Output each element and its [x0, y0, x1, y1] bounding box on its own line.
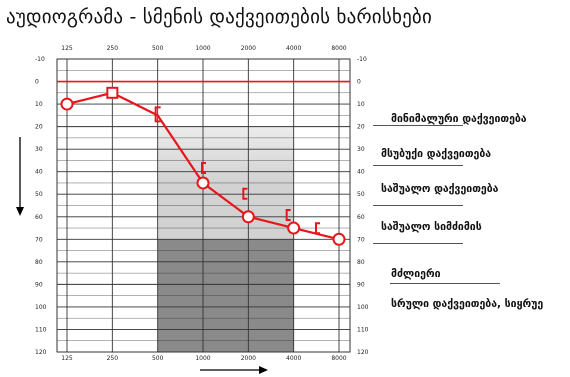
y-tick-label-right: 10	[357, 101, 365, 108]
y-tick-label-left: 80	[35, 259, 43, 266]
y-tick-label-right: 80	[357, 259, 365, 266]
data-point-bracket	[154, 106, 161, 123]
chart-title: აუდიოგრამა - სმენის დაქვეითების ხარისხებ…	[6, 6, 432, 28]
y-tick-label-right: 90	[357, 281, 365, 288]
data-point-bracket	[315, 222, 320, 235]
degree-label: სრული დაქვეითება, სიყრუე	[391, 298, 544, 310]
y-tick-label-right: -10	[357, 56, 367, 63]
data-point-square	[106, 86, 119, 99]
x-tick-label-bottom: 8000	[331, 355, 346, 362]
x-tick-label-top: 4000	[286, 45, 301, 52]
degree-label: მინიმალური დაქვეითება	[391, 113, 527, 125]
y-tick-label-right: 50	[357, 191, 365, 198]
y-tick-label-left: 50	[35, 191, 43, 198]
y-tick-label-right: 100	[357, 304, 369, 311]
y-tick-label-left: 120	[35, 349, 47, 356]
y-tick-label-right: 110	[357, 326, 369, 333]
degree-label: საშუალო დაქვეითება	[381, 183, 499, 195]
x-tick-label-bottom: 500	[152, 355, 164, 362]
y-tick-label-right: 70	[357, 236, 365, 243]
x-tick-label-bottom: 250	[107, 355, 119, 362]
y-tick-label-left: 10	[35, 101, 43, 108]
y-tick-label-right: 20	[357, 124, 365, 131]
y-tick-label-right: 60	[357, 214, 365, 221]
y-tick-label-left: 20	[35, 124, 43, 131]
y-tick-label-right: 40	[357, 169, 365, 176]
degree-label: მძლიერი	[391, 268, 441, 280]
data-point-circle	[332, 232, 346, 246]
x-direction-arrow-head	[259, 366, 268, 374]
y-tick-label-left: 110	[35, 326, 47, 333]
x-tick-label-top: 125	[61, 45, 73, 52]
x-tick-label-bottom: 125	[61, 355, 73, 362]
x-tick-label-bottom: 4000	[286, 355, 301, 362]
y-tick-label-left: 0	[35, 79, 39, 86]
x-tick-label-top: 2000	[241, 45, 256, 52]
data-point-circle	[196, 176, 210, 190]
y-tick-label-left: 90	[35, 281, 43, 288]
degree-separator	[373, 125, 463, 126]
y-tick-label-left: 30	[35, 146, 43, 153]
degree-separator	[373, 165, 463, 166]
x-tick-label-bottom: 2000	[241, 355, 256, 362]
data-point-bracket	[242, 187, 248, 200]
y-tick-label-left: 70	[35, 236, 43, 243]
data-point-circle	[241, 210, 255, 224]
x-tick-label-top: 8000	[331, 45, 346, 52]
y-tick-label-right: 120	[357, 349, 369, 356]
data-point-bracket	[201, 161, 206, 174]
y-tick-label-left: 60	[35, 214, 43, 221]
y-direction-arrow-head	[16, 207, 24, 216]
x-tick-label-bottom: 1000	[195, 355, 210, 362]
x-tick-label-top: 1000	[195, 45, 210, 52]
degree-separator	[373, 205, 463, 206]
plot-frame	[56, 58, 351, 353]
degree-label: საშუალო სიმძიმის	[381, 221, 482, 233]
data-point-circle	[287, 221, 301, 235]
y-tick-label-left: 40	[35, 169, 43, 176]
x-tick-label-top: 250	[107, 45, 119, 52]
degree-separator	[373, 243, 463, 244]
degree-label: მსუბუქი დაქვეითება	[381, 148, 492, 160]
data-point-circle	[60, 97, 74, 111]
y-tick-label-right: 30	[357, 146, 365, 153]
y-tick-label-right: 0	[357, 79, 361, 86]
degree-separator	[390, 283, 500, 284]
y-tick-label-left: -10	[35, 56, 45, 63]
x-tick-label-top: 500	[152, 45, 164, 52]
data-point-bracket	[285, 209, 291, 222]
y-tick-label-left: 100	[35, 304, 47, 311]
